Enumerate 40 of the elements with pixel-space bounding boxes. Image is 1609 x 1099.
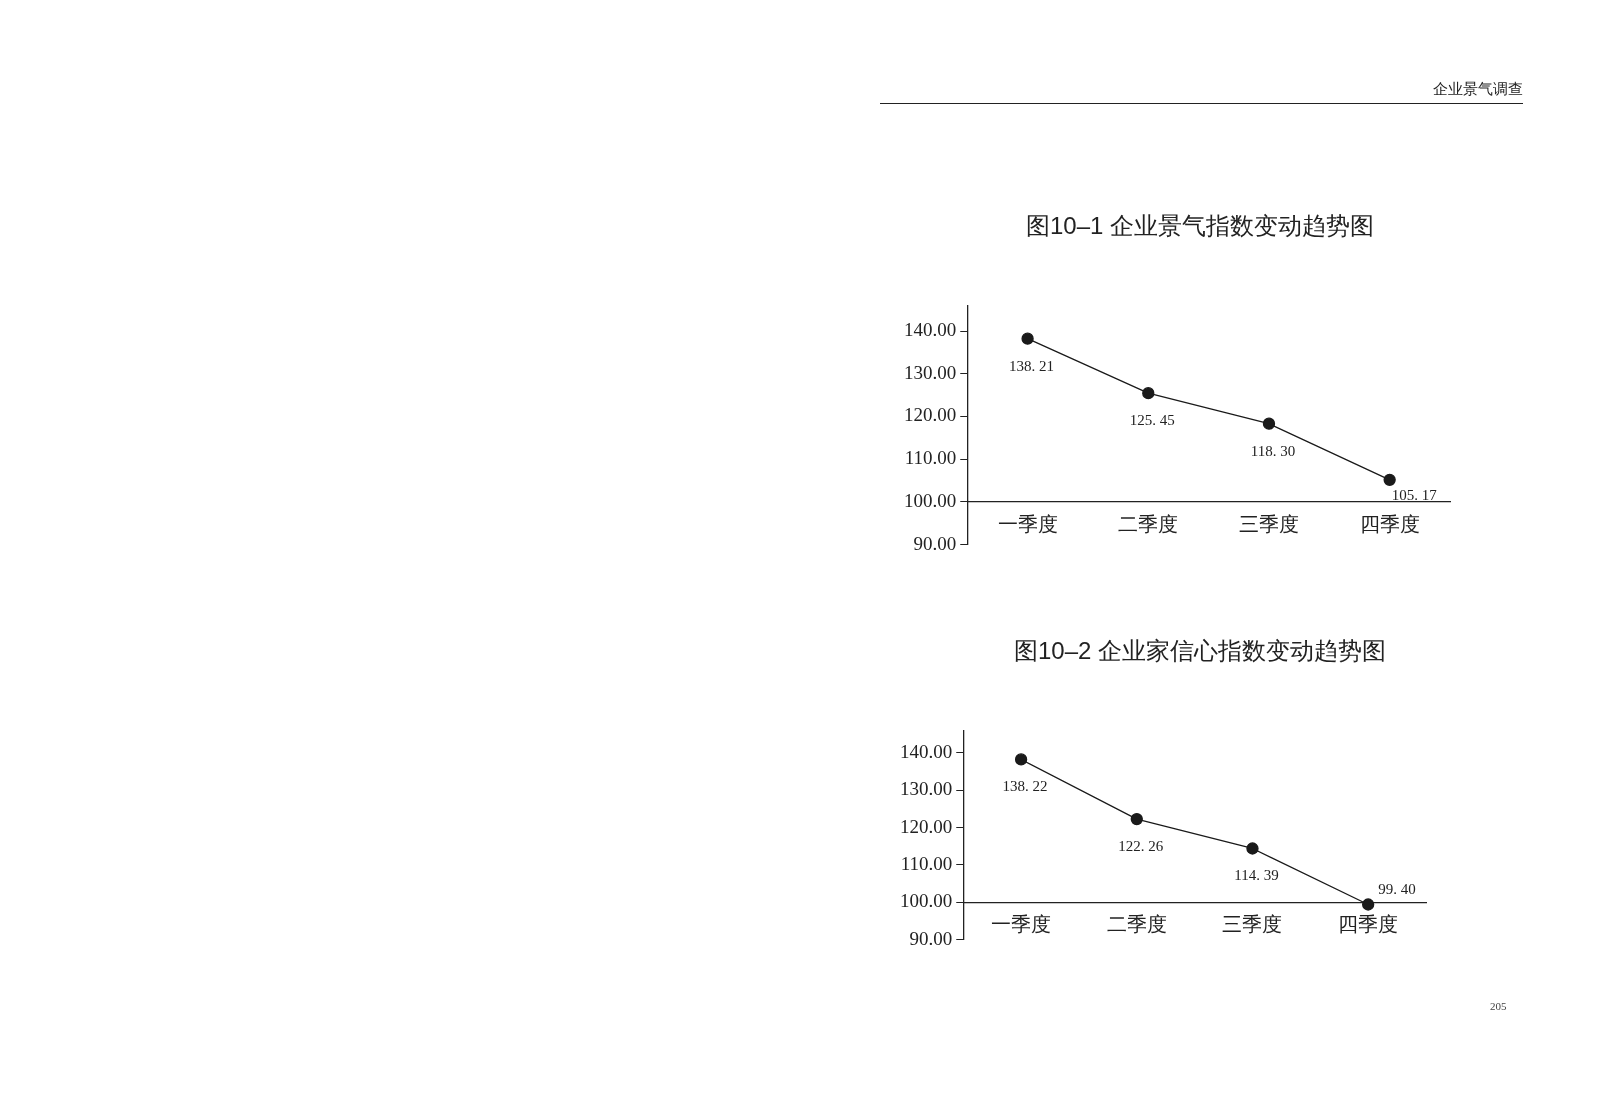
data-label: 99. 40 — [1378, 881, 1416, 898]
text: 企业景气调查 — [1432, 80, 1523, 99]
chart-title: 图10–1 企业景气指数变动趋势图 — [1025, 211, 1375, 241]
point — [1246, 842, 1259, 855]
data-label: 114. 39 — [1234, 867, 1279, 884]
x-tick-label: 四季度 — [1338, 912, 1399, 937]
data-label: 118. 30 — [1250, 442, 1296, 459]
point — [1383, 473, 1396, 486]
y-tick-label: 140.00 — [904, 319, 957, 341]
x-tick-label: 一季度 — [991, 912, 1052, 937]
point — [1130, 812, 1143, 826]
x-tick-label: 三季度 — [1238, 512, 1299, 537]
data-label: 138. 22 — [1002, 778, 1048, 795]
y-tick-label: 120.00 — [900, 815, 953, 837]
chart-title: 图10–2 企业家信心指数变动趋势图 — [1013, 636, 1387, 666]
y-tick-label: 140.00 — [900, 740, 953, 762]
y-tick-label: 130.00 — [900, 778, 953, 800]
x-tick-label: 二季度 — [1118, 512, 1179, 537]
x-tick-label: 三季度 — [1222, 912, 1283, 937]
point — [1362, 898, 1375, 911]
y-tick-label: 90.00 — [913, 532, 957, 554]
data-label: 122. 26 — [1118, 838, 1164, 855]
text: 205 — [1490, 1000, 1507, 1012]
point — [1142, 387, 1155, 400]
data-label: 105. 17 — [1391, 486, 1438, 503]
y-tick-label: 100.00 — [904, 489, 957, 511]
y-tick-label: 90.00 — [909, 927, 953, 949]
point — [1014, 753, 1028, 766]
y-tick-label: 100.00 — [900, 890, 953, 912]
x-tick-label: 一季度 — [997, 512, 1058, 537]
y-tick-label: 110.00 — [904, 447, 957, 469]
y-tick-label: 120.00 — [904, 404, 957, 426]
y-tick-label: 110.00 — [900, 852, 953, 874]
y-tick-label: 130.00 — [904, 361, 957, 383]
point — [1021, 332, 1034, 345]
data-label: 125. 45 — [1129, 412, 1175, 429]
point — [1262, 417, 1276, 430]
x-tick-label: 二季度 — [1106, 912, 1167, 937]
data-label: 138. 21 — [1009, 357, 1055, 374]
x-tick-label: 四季度 — [1359, 512, 1420, 537]
